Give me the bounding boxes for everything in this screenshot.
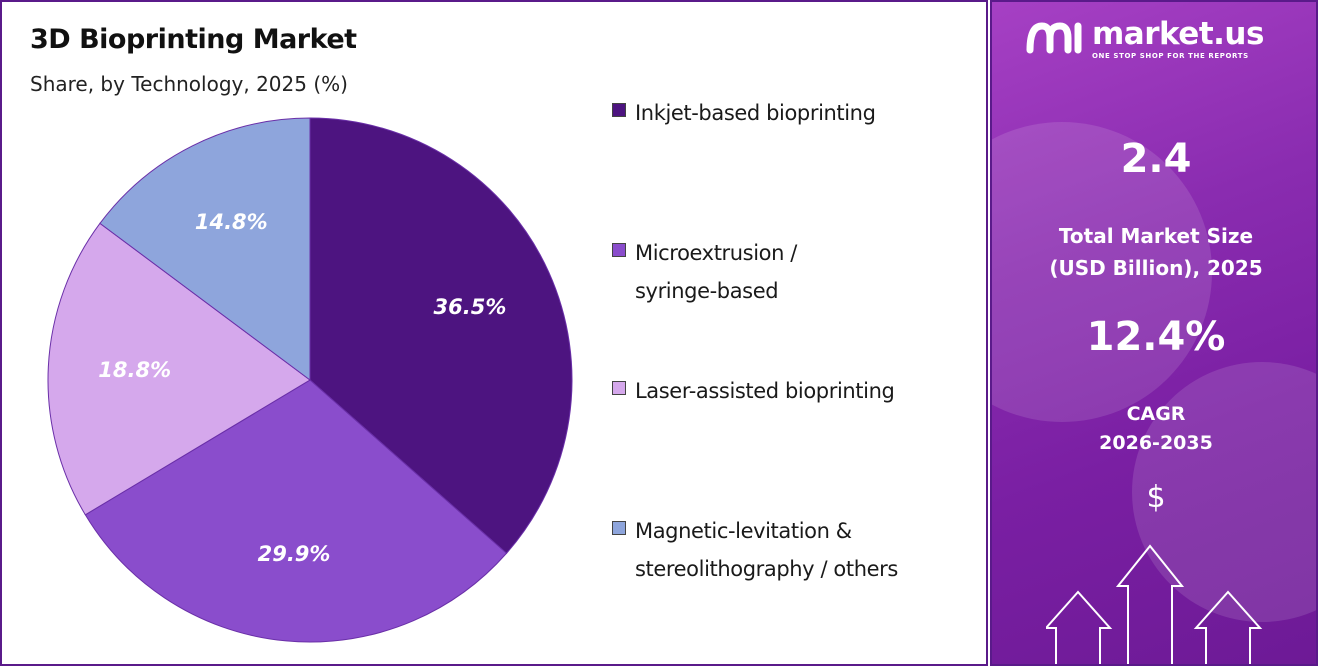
legend-label-2: Microextrusion / syringe-based: [635, 234, 797, 310]
chart-title: 3D Bioprinting Market: [30, 24, 357, 55]
brand-tagline: ONE STOP SHOP FOR THE REPORTS: [1092, 51, 1249, 60]
legend-item-4: Magnetic-levitation & stereolithography /…: [612, 512, 898, 588]
cagr-value: 12.4%: [1086, 314, 1226, 360]
legend-swatch-4: [612, 521, 626, 535]
legend-label-line: Magnetic-levitation &: [635, 519, 852, 543]
legend-swatch-2: [612, 243, 626, 257]
stats-panel: market.us ONE STOP SHOP FOR THE REPORTS …: [990, 0, 1318, 666]
chart-subtitle: Share, by Technology, 2025 (%): [30, 72, 348, 96]
brand-logo: market.us ONE STOP SHOP FOR THE REPORTS: [1024, 16, 1264, 60]
market-us-logo-icon: [1026, 22, 1082, 54]
legend-label-4: Magnetic-levitation & stereolithography /…: [635, 512, 898, 588]
pie-slice-label-2: 29.9%: [258, 542, 331, 566]
cagr-label: CAGR: [1126, 403, 1186, 425]
cagr-period: 2026-2035: [1099, 432, 1213, 454]
market-size-label-line-1: Total Market Size: [1058, 224, 1254, 248]
pie-slice-3: [47, 222, 311, 516]
legend-swatch-3: [612, 381, 626, 395]
dollar-icon: $: [1146, 480, 1166, 515]
pie-slice-2: [84, 379, 508, 643]
legend-label-1: Inkjet-based bioprinting: [635, 94, 876, 132]
pie-slice-4: [99, 117, 311, 381]
market-size-label-line-2: (USD Billion), 2025: [1049, 256, 1263, 280]
legend-label-3: Laser-assisted bioprinting: [635, 372, 895, 410]
legend-label-line: syringe-based: [635, 279, 779, 303]
market-size-value: 2.4: [1120, 136, 1192, 182]
brand-name: market.us: [1092, 15, 1264, 52]
chart-legend: Inkjet-based bioprinting Microextrusion /…: [612, 2, 982, 666]
legend-label-line: stereolithography / others: [635, 557, 898, 581]
pie-slice-1: [309, 117, 573, 554]
legend-item-1: Inkjet-based bioprinting: [612, 94, 876, 132]
legend-label-line: Inkjet-based bioprinting: [635, 101, 876, 125]
legend-item-3: Laser-assisted bioprinting: [612, 372, 895, 410]
pie-slice-label-3: 18.8%: [98, 358, 171, 382]
chart-panel: 3D Bioprinting Market Share, by Technolo…: [0, 0, 988, 666]
growth-arrows-icon: [1046, 544, 1263, 664]
legend-swatch-1: [612, 103, 626, 117]
legend-item-2: Microextrusion / syringe-based: [612, 234, 797, 310]
legend-label-line: Microextrusion /: [635, 241, 797, 265]
pie-slice-label-4: 14.8%: [195, 210, 268, 234]
pie-slice-label-1: 36.5%: [434, 295, 507, 319]
legend-label-line: Laser-assisted bioprinting: [635, 379, 895, 403]
pie-chart: 36.5% 29.9% 18.8% 14.8%: [47, 117, 573, 643]
